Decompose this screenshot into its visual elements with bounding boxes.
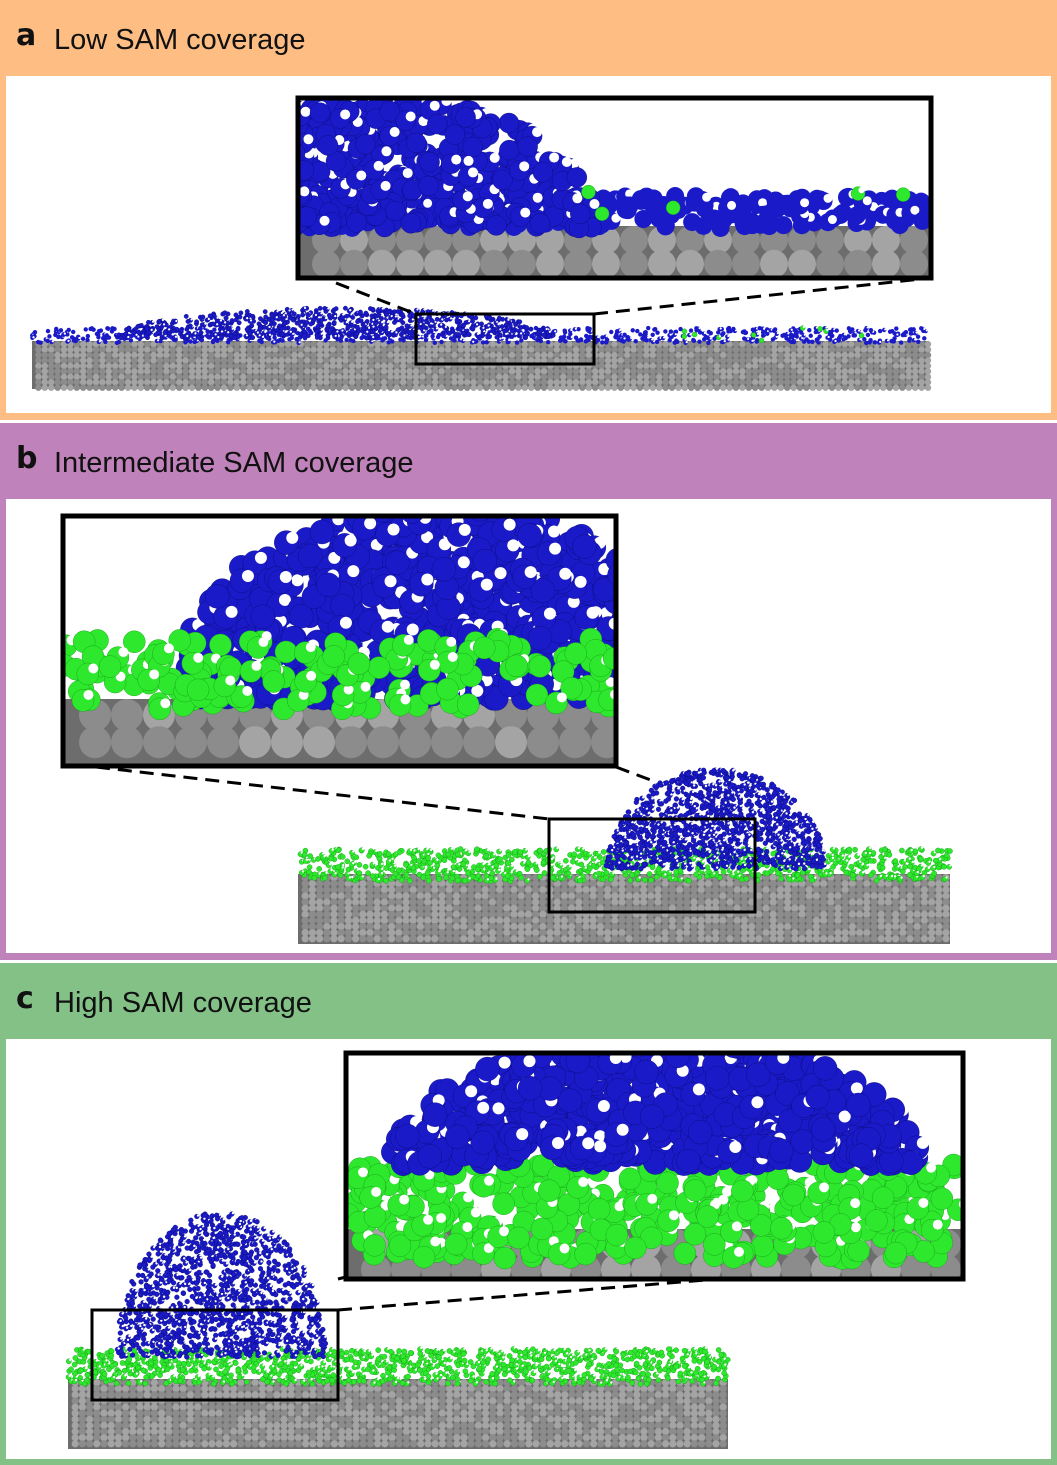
panel-a-title: Low SAM coverage bbox=[54, 24, 306, 56]
zoom-connector-line bbox=[593, 276, 932, 316]
zoom-sam-layer bbox=[63, 627, 616, 721]
zoom-liquid-drop bbox=[298, 98, 602, 239]
zoom-connector-line bbox=[95, 765, 550, 821]
zoom-box-small bbox=[90, 1308, 340, 1402]
sam-molecules bbox=[681, 325, 865, 344]
panel-b-figure bbox=[6, 499, 1051, 953]
zoom-box-small bbox=[547, 817, 757, 914]
zoom-connector-line bbox=[337, 1257, 964, 1312]
panel-a-figure bbox=[6, 76, 1051, 413]
zoom-sam-molecules bbox=[581, 184, 911, 221]
zoom-inset-box bbox=[343, 1050, 966, 1282]
zoom-connector-line bbox=[335, 281, 417, 316]
zoom-inset-box bbox=[60, 513, 619, 769]
panel-c-letter: c bbox=[16, 981, 34, 1016]
substrate-layer bbox=[68, 1379, 728, 1449]
liquid-drop bbox=[115, 305, 556, 341]
panel-b: b Intermediate SAM coverage bbox=[0, 423, 1057, 960]
zoom-connector-line bbox=[615, 765, 657, 784]
substrate-layer bbox=[298, 226, 931, 278]
sam-layer bbox=[65, 1346, 731, 1387]
substrate-layer bbox=[298, 874, 950, 944]
zoom-sam-layer bbox=[346, 1152, 963, 1270]
panel-a-letter: a bbox=[16, 18, 37, 53]
panel-c-figure bbox=[6, 1039, 1051, 1459]
panel-b-title: Intermediate SAM coverage bbox=[54, 447, 414, 479]
liquid-drop bbox=[114, 1211, 329, 1360]
zoom-inset-box bbox=[295, 95, 934, 281]
panel-c-simulation-render bbox=[65, 1050, 966, 1449]
zoom-box-small bbox=[414, 312, 596, 366]
panel-b-letter: b bbox=[16, 441, 38, 476]
panel-c: c High SAM coverage bbox=[0, 963, 1057, 1465]
zoom-liquid-drop bbox=[381, 1053, 930, 1176]
panel-a-simulation-render bbox=[30, 95, 934, 391]
substrate-layer bbox=[32, 341, 932, 391]
panel-b-simulation-render bbox=[60, 513, 953, 944]
panel-c-title: High SAM coverage bbox=[54, 987, 312, 1019]
panel-a: a Low SAM coverage bbox=[0, 0, 1057, 420]
